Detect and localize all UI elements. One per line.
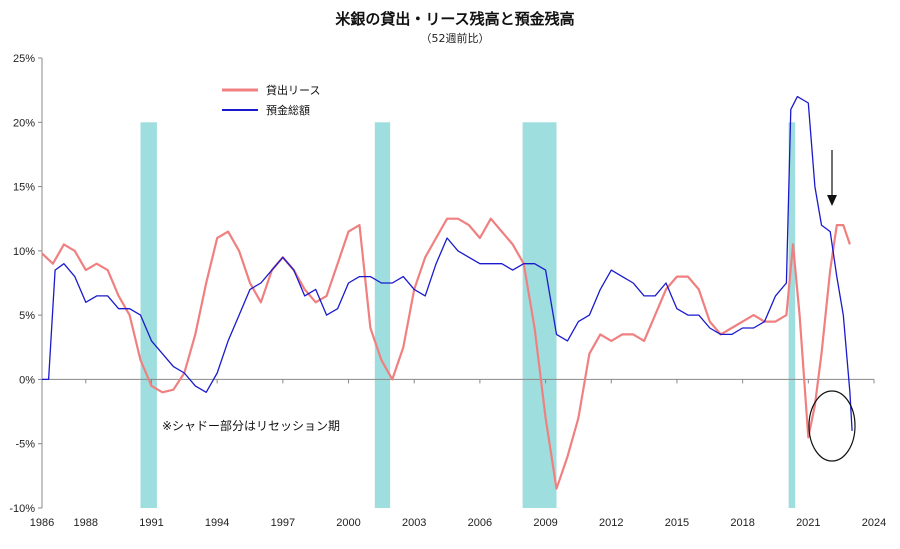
x-tick-label: 2000 xyxy=(336,517,360,529)
x-tick-label: 2018 xyxy=(730,517,754,529)
chart-axes xyxy=(42,58,874,508)
x-tick-label: 2009 xyxy=(533,517,557,529)
chart-title: 米銀の貸出・リース残高と預金残高 xyxy=(335,10,574,28)
series-line-deposits xyxy=(42,97,852,431)
y-tick-label: 20% xyxy=(13,117,35,129)
x-tick-label: 2015 xyxy=(665,517,689,529)
x-tick-label: 2006 xyxy=(468,517,492,529)
recession-note: ※シャドー部分はリセッション期 xyxy=(162,418,340,433)
legend-label-loans: 貸出リース xyxy=(266,83,320,97)
chart-subtitle: （52週前比） xyxy=(421,31,490,45)
y-tick-label: -5% xyxy=(15,439,35,451)
recession-band-1 xyxy=(141,122,157,508)
x-tick-label: 1988 xyxy=(74,517,98,529)
down-arrow-head-icon xyxy=(827,195,837,206)
x-tick-label: 1997 xyxy=(271,517,295,529)
y-tick-label: 5% xyxy=(19,310,35,322)
recession-band-2 xyxy=(375,122,390,508)
x-tick-label: 2024 xyxy=(862,517,886,529)
x-tick-label: 1986 xyxy=(30,517,54,529)
y-tick-label: 0% xyxy=(19,374,35,386)
y-tick-label: -10% xyxy=(9,503,35,515)
x-tick-label: 1994 xyxy=(205,517,229,529)
x-tick-label: 1991 xyxy=(139,517,163,529)
y-tick-label: 25% xyxy=(13,53,35,65)
y-axis-ticks: -10% -5% 0% 5% 10% 15% 20% 25% xyxy=(9,53,42,515)
x-tick-label: 2003 xyxy=(402,517,426,529)
legend: 貸出リース 預金総額 xyxy=(222,83,320,117)
y-tick-label: 10% xyxy=(13,246,35,258)
x-tick-label: 2021 xyxy=(796,517,820,529)
highlight-circle-icon xyxy=(809,391,855,461)
x-axis-ticks: 1986 1988 1991 1994 1997 2000 2003 2006 2009 2012… xyxy=(30,379,886,529)
legend-label-deposits: 預金総額 xyxy=(266,103,310,117)
chart: 米銀の貸出・リース残高と預金残高 （52週前比） -10% -5% 0% 5% 10% 1… xyxy=(0,0,900,549)
x-tick-label: 2012 xyxy=(599,517,623,529)
y-tick-label: 15% xyxy=(13,182,35,194)
